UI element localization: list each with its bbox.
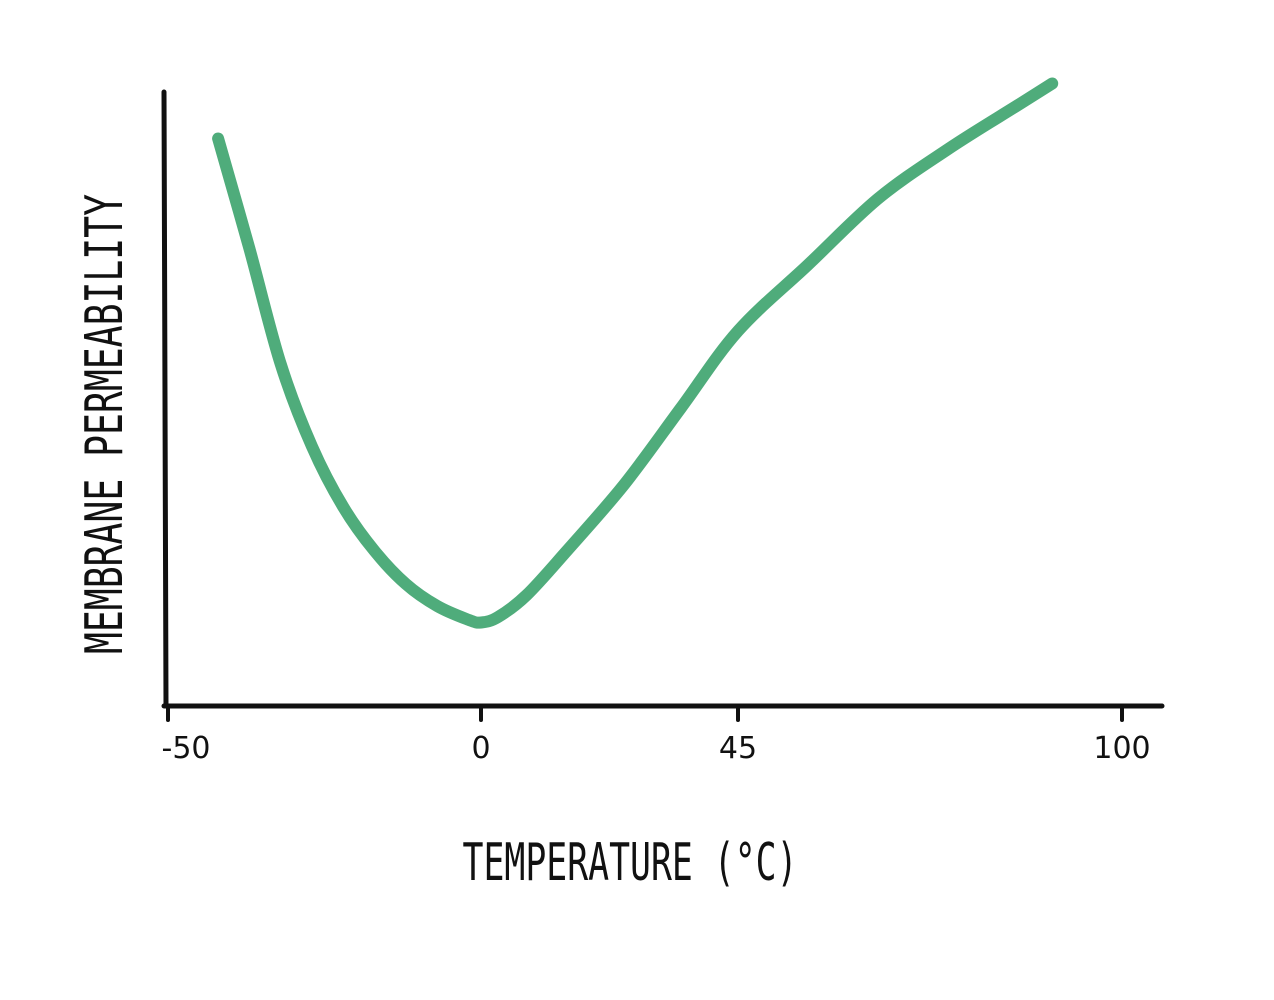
x-ticks: -50 0 45 100	[162, 704, 1151, 766]
x-tick-label: 100	[1093, 731, 1150, 766]
y-axis-line	[161, 89, 169, 709]
x-axis-title: TEMPERATURE (°C)	[463, 833, 798, 893]
x-tick-label: -50	[162, 731, 211, 766]
x-tick-label: 45	[719, 731, 757, 766]
y-axis	[161, 89, 169, 709]
x-tick-label: 0	[471, 731, 490, 766]
y-axis-title: MEMBRANE PERMEABILITY	[75, 194, 135, 654]
series-line	[212, 77, 1059, 629]
